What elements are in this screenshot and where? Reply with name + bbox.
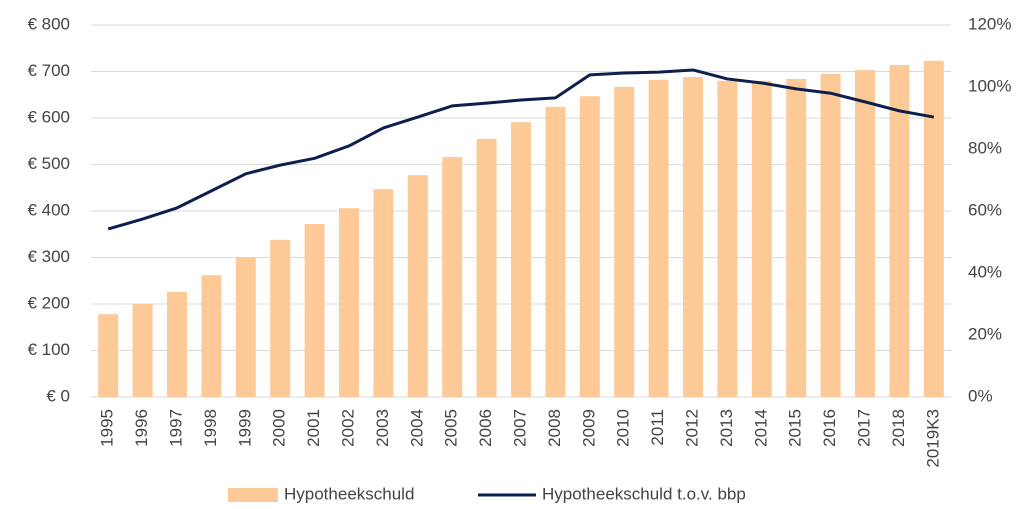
x-tick-label: 2003 <box>373 409 392 447</box>
bar <box>820 73 841 397</box>
x-tick-label: 2004 <box>407 409 426 447</box>
x-tick-label: 2018 <box>889 409 908 447</box>
bar <box>98 314 119 397</box>
bar <box>476 138 497 398</box>
bar <box>889 64 910 398</box>
y-tick-label: € 0 <box>46 386 70 405</box>
bar <box>614 86 635 397</box>
legend-swatch <box>228 488 278 502</box>
y-tick-label: € 200 <box>27 293 70 312</box>
x-tick-label: 2000 <box>270 409 289 447</box>
bar <box>235 257 256 397</box>
bar <box>648 79 669 398</box>
x-tick-label: 2015 <box>786 409 805 447</box>
bar <box>923 60 944 398</box>
y2-tick-label: 20% <box>968 324 1002 343</box>
x-tick-label: 2009 <box>579 409 598 447</box>
x-tick-label: 2011 <box>648 409 667 446</box>
y2-tick-label: 120% <box>968 14 1011 33</box>
bar <box>545 106 566 397</box>
x-tick-label: 1999 <box>235 409 254 447</box>
bar <box>751 80 772 398</box>
x-tick-label: 2014 <box>751 409 770 447</box>
x-tick-label: 2006 <box>476 409 495 447</box>
bar <box>167 291 187 397</box>
y-tick-label: € 600 <box>27 107 70 126</box>
bar <box>339 208 359 397</box>
x-tick-label: 2017 <box>854 409 873 447</box>
x-tick-label: 2012 <box>682 409 701 447</box>
y-tick-label: € 400 <box>27 200 70 219</box>
bar <box>132 304 153 397</box>
x-tick-label: 2005 <box>442 409 461 447</box>
y2-tick-label: 0% <box>968 386 993 405</box>
x-tick-label: 2019K3 <box>923 409 942 468</box>
y-tick-label: € 700 <box>27 61 70 80</box>
x-tick-label: 1995 <box>98 409 117 447</box>
bar <box>304 224 325 397</box>
bar <box>511 122 531 397</box>
bar <box>717 80 738 398</box>
x-tick-label: 2002 <box>338 409 357 447</box>
bar <box>786 78 807 397</box>
y2-tick-label: 60% <box>968 200 1002 219</box>
x-tick-label: 1996 <box>132 409 151 447</box>
bar <box>373 189 394 397</box>
y2-tick-label: 100% <box>968 76 1011 95</box>
legend-label: Hypotheekschuld t.o.v. bbp <box>542 484 746 503</box>
x-tick-label: 1997 <box>166 409 185 447</box>
x-tick-label: 2008 <box>545 409 564 447</box>
x-tick-label: 2001 <box>304 409 323 447</box>
bar <box>270 239 291 397</box>
bar <box>579 96 600 398</box>
bar <box>855 70 875 397</box>
x-tick-label: 2013 <box>717 409 736 447</box>
y-tick-label: € 500 <box>27 154 70 173</box>
legend-label: Hypotheekschuld <box>284 484 414 503</box>
x-tick-label: 2007 <box>510 409 529 447</box>
y2-tick-label: 80% <box>968 138 1002 157</box>
y-tick-label: € 300 <box>27 247 70 266</box>
x-tick-label: 1998 <box>201 409 220 447</box>
bar <box>442 157 463 397</box>
bar <box>407 175 428 397</box>
bar <box>683 77 703 397</box>
x-tick-label: 2016 <box>820 409 839 447</box>
x-tick-label: 2010 <box>614 409 633 447</box>
y-tick-label: € 800 <box>27 14 70 33</box>
line <box>107 68 935 231</box>
bar <box>201 275 222 397</box>
y-tick-label: € 100 <box>27 340 70 359</box>
y2-tick-label: 40% <box>968 262 1002 281</box>
